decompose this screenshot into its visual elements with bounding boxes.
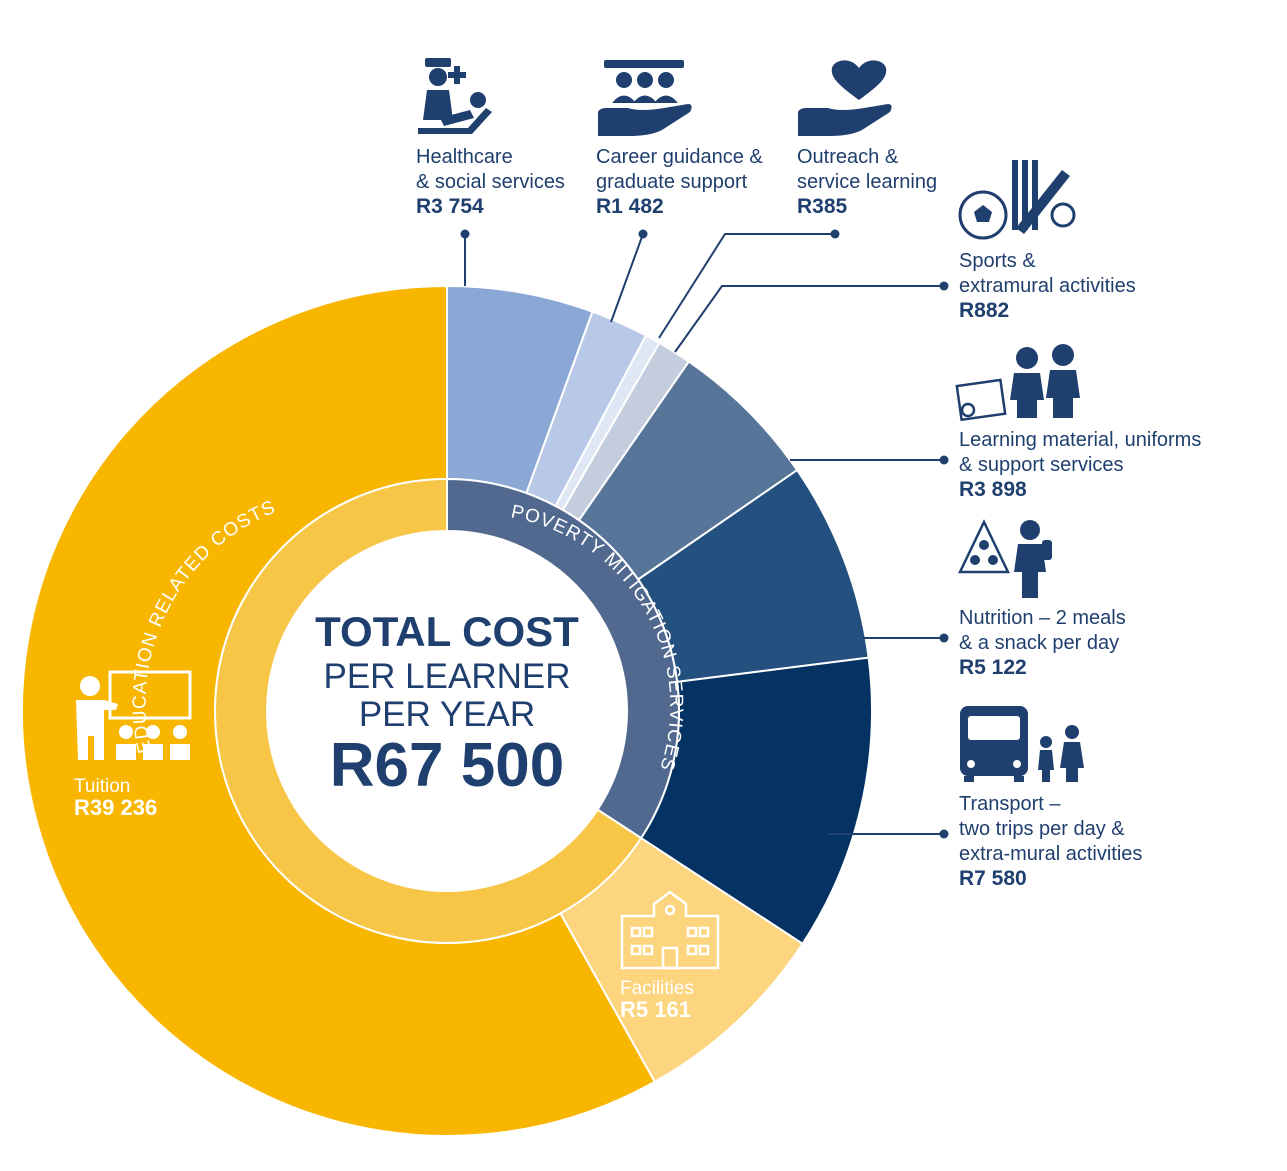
- label-nutrition: Nutrition – 2 meals & a snack per day R5…: [959, 607, 1126, 679]
- slice-label-line: Nutrition – 2 meals: [959, 607, 1126, 629]
- slice-value-label: R5 122: [959, 656, 1027, 679]
- slice-label-line: graduate support: [596, 171, 748, 193]
- slice-value-label: R39 236: [74, 795, 157, 820]
- label-career: Career guidance & graduate support R1 48…: [596, 146, 763, 218]
- slice-label-line: Transport –: [959, 793, 1061, 815]
- leader-sports: [674, 285, 944, 353]
- students-uniform-icon: [955, 344, 1080, 422]
- slice-label-line: & social services: [416, 171, 565, 193]
- center-line-1: TOTAL COST: [315, 608, 579, 655]
- slice-label-line: Career guidance &: [596, 146, 763, 168]
- slice-value-label: R3 754: [416, 195, 484, 218]
- slice-label-line: & a snack per day: [959, 632, 1119, 654]
- school-building-icon: [620, 890, 720, 970]
- center-hole: [267, 531, 627, 891]
- slice-value-label: R5 161: [620, 997, 691, 1022]
- label-facilities: Facilities R5 161: [620, 978, 694, 1022]
- sports-icon: [958, 160, 1076, 240]
- nurse-patient-icon: [418, 58, 492, 134]
- leader-outreach: [658, 233, 835, 339]
- label-tuition: Tuition R39 236: [74, 776, 157, 820]
- slice-label-line: Learning material, uniforms: [959, 429, 1201, 451]
- slice-label-line: two trips per day &: [959, 818, 1125, 840]
- slice-label-line: & support services: [959, 454, 1124, 476]
- leader-lines: [464, 233, 944, 835]
- slice-label-line: Facilities: [620, 978, 694, 999]
- slice-label-line: extra-mural activities: [959, 843, 1142, 865]
- heart-hand-icon: [798, 60, 892, 136]
- center-total: R67 500: [330, 731, 564, 800]
- label-learning: Learning material, uniforms & support se…: [959, 429, 1201, 501]
- slice-value-label: R1 482: [596, 195, 664, 218]
- label-transport: Transport – two trips per day & extra-mu…: [959, 793, 1142, 890]
- slice-value-label: R385: [797, 195, 848, 218]
- center-line-2: PER LEARNER: [323, 657, 570, 696]
- slice-label-line: extramural activities: [959, 275, 1136, 297]
- slice-value-label: R7 580: [959, 867, 1027, 890]
- leader-dots: [460, 229, 949, 839]
- graduates-hand-icon: [598, 60, 692, 136]
- slice-label-line: service learning: [797, 171, 937, 193]
- school-bus-icon: [960, 706, 1084, 782]
- leader-career: [610, 233, 644, 323]
- slice-label-line: Healthcare: [416, 146, 513, 168]
- label-outreach: Outreach & service learning R385: [797, 146, 937, 218]
- teacher-class-icon: [76, 670, 192, 760]
- slice-value-label: R3 898: [959, 478, 1027, 501]
- label-healthcare: Healthcare & social services R3 754: [416, 146, 565, 218]
- slice-label-line: Outreach &: [797, 146, 899, 168]
- slice-label-line: Tuition: [74, 776, 130, 797]
- label-sports: Sports & extramural activities R882: [959, 250, 1136, 322]
- slice-label-line: Sports &: [959, 250, 1036, 272]
- food-pyramid-icon: [958, 519, 1052, 598]
- slice-value-label: R882: [959, 299, 1009, 322]
- center-line-3: PER YEAR: [359, 695, 535, 734]
